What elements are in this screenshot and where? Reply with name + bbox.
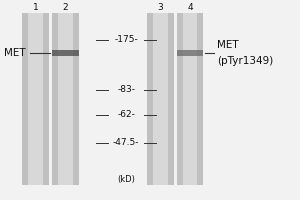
Text: MET: MET [217,40,239,50]
Text: 2: 2 [62,3,68,12]
Bar [183,13,197,185]
Bar [147,13,174,185]
Bar [28,13,43,185]
Text: -62-: -62- [117,110,135,119]
Bar [22,13,49,185]
Text: (pTyr1349): (pTyr1349) [217,56,273,66]
Text: 3: 3 [158,3,163,12]
Text: 4: 4 [187,3,193,12]
Bar [52,50,79,56]
Bar [177,13,203,185]
Text: -83-: -83- [117,85,135,94]
Bar [52,13,79,185]
Text: -47.5-: -47.5- [113,138,140,147]
Bar [177,50,203,56]
Bar [153,13,168,185]
Text: 1: 1 [33,3,38,12]
Text: -175-: -175- [114,35,138,44]
Text: (kD): (kD) [117,175,135,184]
Bar [58,13,73,185]
Text: MET: MET [4,48,26,58]
